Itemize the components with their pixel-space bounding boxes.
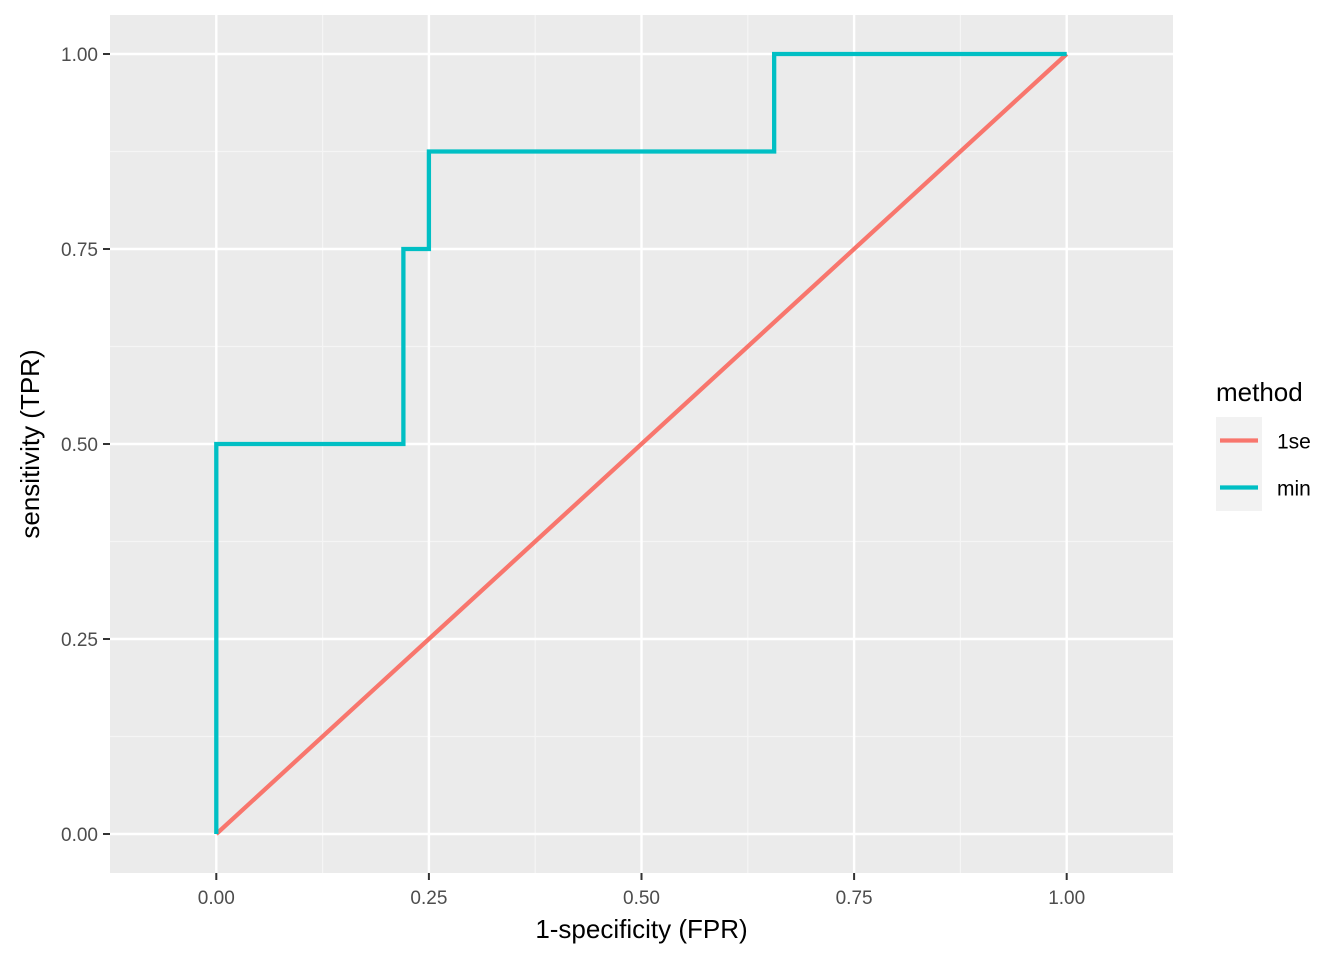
x-tick-label: 0.00 (198, 888, 235, 909)
legend-title: method (1216, 377, 1303, 407)
y-axis-ticks: 0.00 0.25 0.50 0.75 1.00 (61, 45, 110, 846)
legend: method 1se min (1216, 377, 1311, 511)
series-lines (214, 51, 1069, 836)
x-tick-label: 0.25 (410, 888, 447, 909)
series-line-1se (214, 52, 1069, 836)
x-axis-title: 1-specificity (FPR) (535, 914, 747, 944)
y-tick-label: 0.00 (61, 825, 98, 846)
y-tick-label: 0.50 (61, 435, 98, 456)
y-tick-label: 0.75 (61, 240, 98, 261)
y-axis-title: sensitivity (TPR) (15, 349, 45, 538)
legend-key-background (1216, 417, 1262, 511)
x-axis-ticks: 0.00 0.25 0.50 0.75 1.00 (198, 873, 1085, 909)
y-tick-label: 1.00 (61, 45, 98, 66)
y-tick-label: 0.25 (61, 630, 98, 651)
legend-label-1se: 1se (1277, 431, 1311, 454)
x-tick-label: 1.00 (1048, 888, 1085, 909)
x-tick-label: 0.50 (623, 888, 660, 909)
x-tick-label: 0.75 (836, 888, 873, 909)
series-line-min (214, 51, 1067, 834)
legend-label-min: min (1277, 478, 1311, 501)
